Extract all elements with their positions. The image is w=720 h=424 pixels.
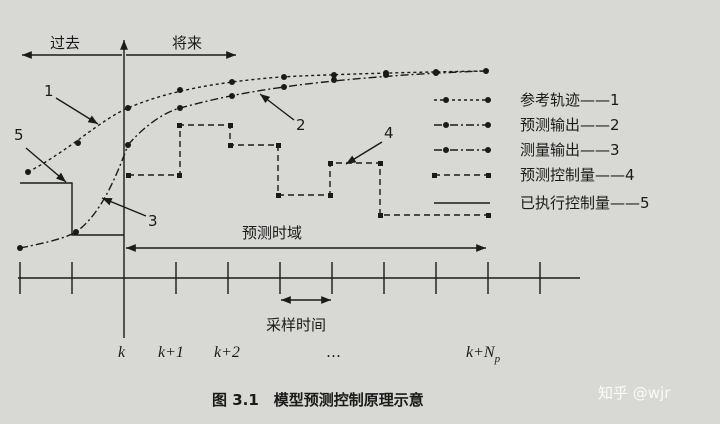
- legend-label: 参考轨迹——1: [520, 91, 620, 109]
- measured-output: [19, 144, 129, 249]
- horizon-label: 预测时域: [242, 224, 302, 242]
- predicted-points: [125, 70, 439, 148]
- past-label: 过去: [50, 34, 80, 52]
- pointer: [259, 93, 295, 121]
- pointer: [101, 197, 147, 217]
- pointer: [55, 97, 99, 125]
- tick-label: k+2: [214, 344, 240, 361]
- pointer: [345, 141, 383, 165]
- curve-label: 2: [296, 116, 306, 134]
- curve-label: 5: [14, 126, 24, 144]
- predicted-control: [128, 124, 488, 216]
- sample-label: 采样时间: [266, 316, 326, 334]
- tick-main: k+N: [466, 344, 496, 361]
- caption: 图 3.1 模型预测控制原理示意: [212, 391, 424, 409]
- watermark: 知乎 @wjr: [598, 384, 671, 402]
- tick-label: k: [118, 344, 126, 361]
- legend-label: 已执行控制量——5: [520, 194, 650, 212]
- curve-label: 4: [384, 124, 394, 142]
- tick-sub: p: [494, 353, 501, 365]
- curve-label: 3: [148, 212, 158, 230]
- curve-label: 1: [44, 82, 54, 100]
- legend-label: 预测输出——2: [520, 116, 620, 134]
- legend: 参考轨迹——1 预测输出——2 测量输出——3 预测控制量——4 已执行控制量—…: [432, 91, 650, 212]
- tick-label: k+Np: [466, 344, 501, 365]
- predicted-output: [127, 70, 487, 146]
- future-label: 将来: [172, 34, 202, 52]
- executed-control: [20, 182, 124, 236]
- pointer: [25, 147, 67, 183]
- legend-label: 预测控制量——4: [520, 166, 635, 184]
- legend-label: 测量输出——3: [520, 141, 620, 159]
- tick-label: …: [326, 343, 341, 361]
- measured-points: [17, 229, 79, 251]
- time-ticks: [19, 262, 541, 294]
- tick-label: k+1: [158, 344, 184, 361]
- control-points: [126, 123, 491, 218]
